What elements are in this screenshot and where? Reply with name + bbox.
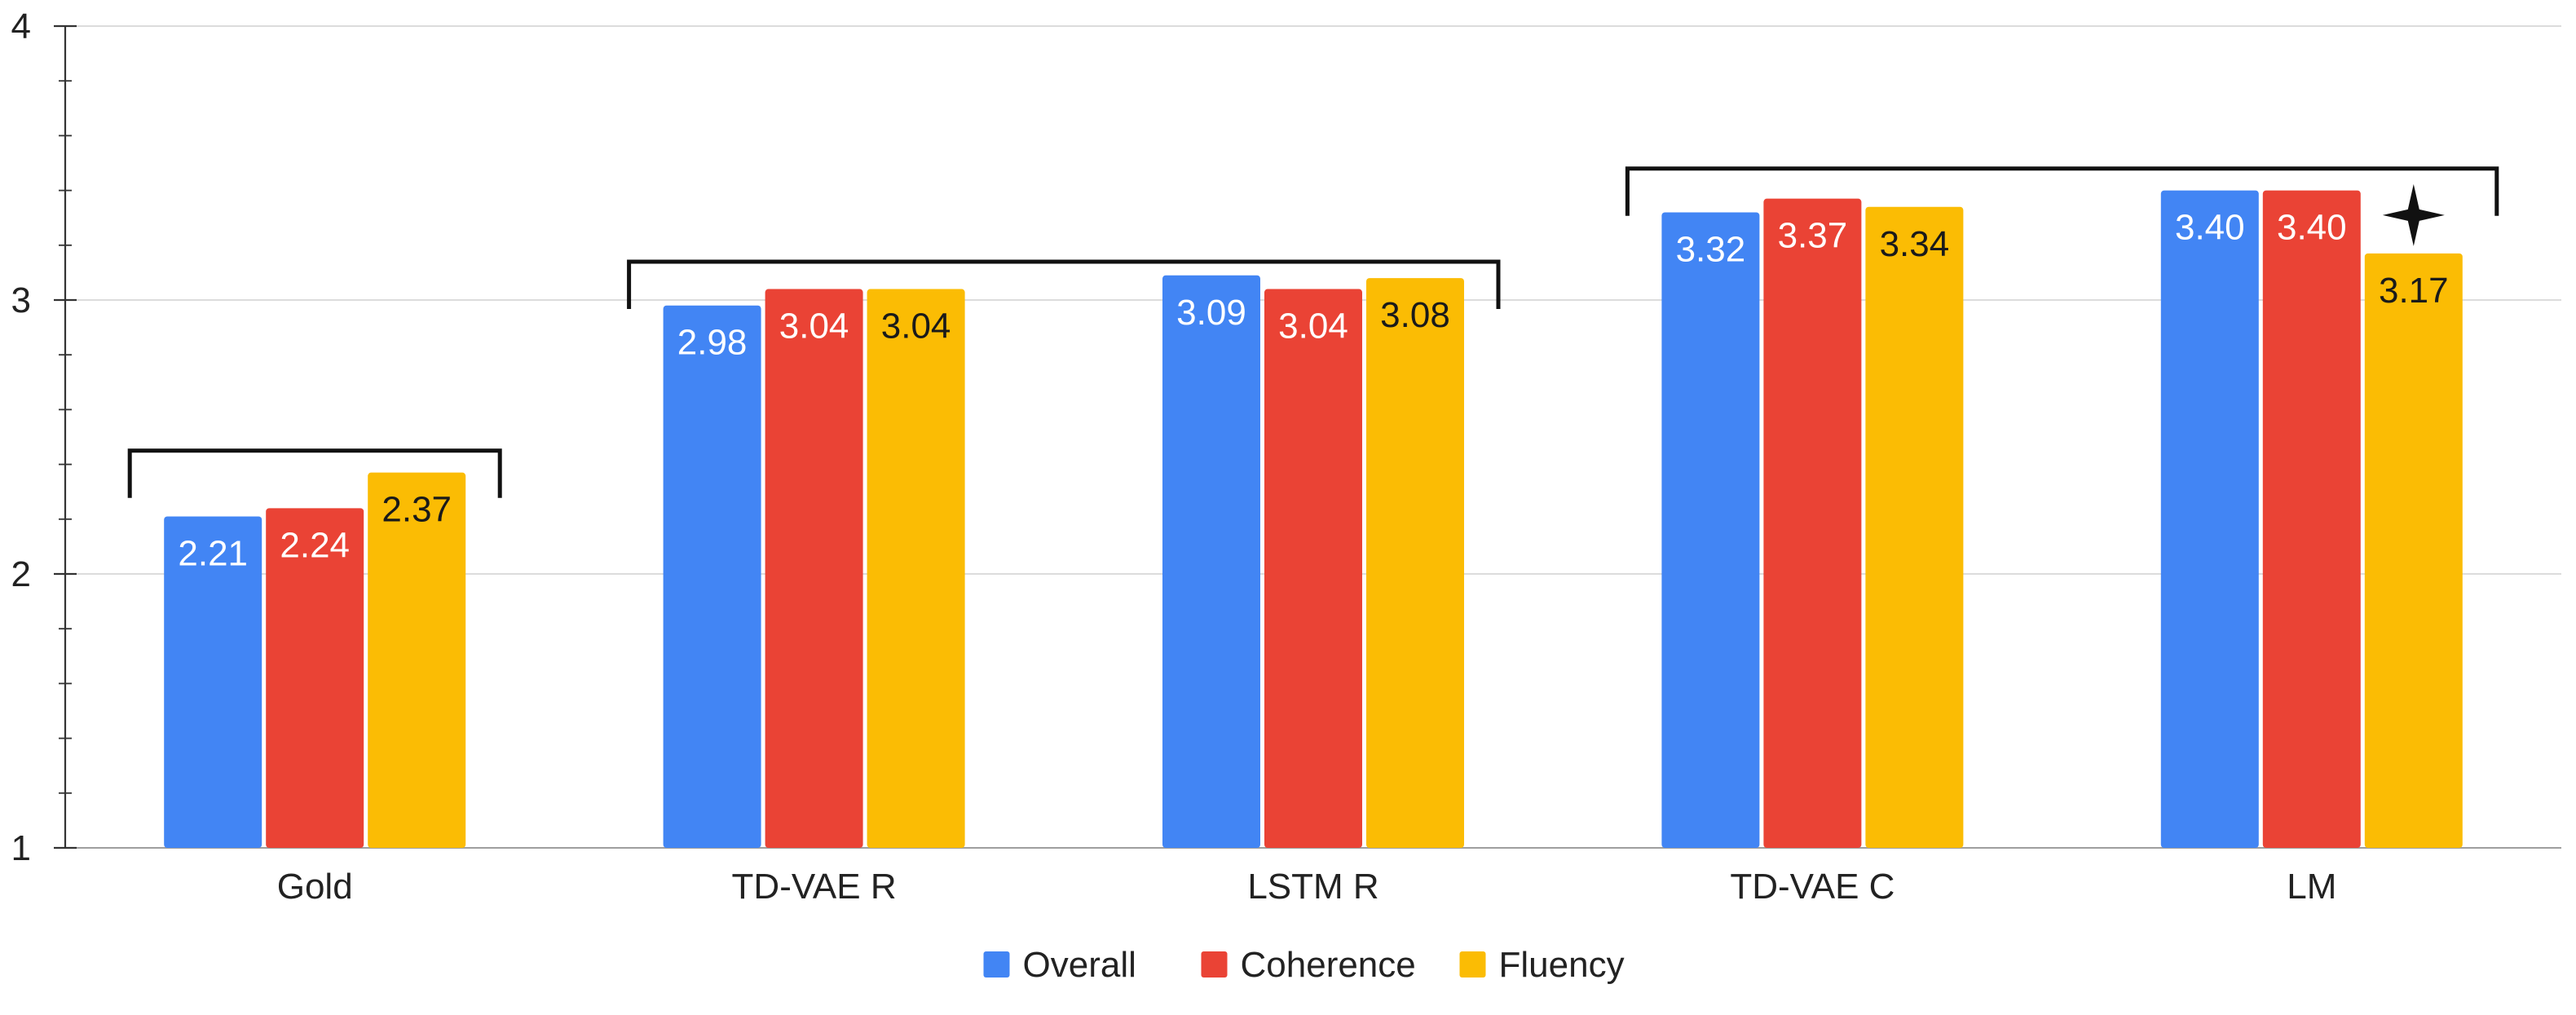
x-tick-label: LSTM R	[1247, 867, 1378, 907]
data-label: 3.08	[1380, 295, 1450, 335]
legend-label: Coherence	[1241, 945, 1416, 985]
x-tick-label: LM	[2287, 867, 2336, 907]
star-icon	[2382, 183, 2445, 246]
significance-bracket	[1625, 166, 2499, 216]
bar-fluency	[368, 472, 466, 848]
data-label: 3.04	[1278, 307, 1348, 346]
bar-coherence	[2262, 190, 2361, 849]
bar-overall	[1162, 275, 1260, 848]
significance-bracket	[127, 448, 502, 498]
significance-annotations	[127, 166, 2499, 498]
y-tick-label: 1	[11, 828, 31, 868]
bars	[164, 190, 2463, 849]
data-label: 2.37	[382, 490, 452, 530]
bar-fluency	[867, 289, 965, 848]
bar-fluency	[2364, 253, 2463, 848]
bar-fluency	[1865, 206, 1964, 848]
data-label: 2.24	[280, 525, 350, 565]
legend-swatch	[1201, 951, 1228, 977]
x-axis-labels: Gold TD-VAE R LSTM R TD-VAE C LM	[277, 867, 2337, 907]
data-label: 3.17	[2379, 271, 2449, 311]
bar-overall	[663, 305, 761, 849]
bar-fluency	[1366, 278, 1464, 848]
legend-label: Fluency	[1499, 945, 1625, 985]
data-labels: 2.21 2.24 2.37 2.98 3.04 3.04 3.09 3.04 3.08 3.32…	[178, 208, 2448, 574]
data-label: 2.21	[178, 533, 248, 573]
legend: Overall Coherence Fluency	[983, 945, 1625, 985]
data-label: 3.09	[1176, 293, 1246, 333]
y-tick-label: 2	[11, 554, 31, 594]
data-label: 3.04	[881, 307, 951, 346]
bar-overall	[1661, 212, 1760, 849]
y-tick-label: 3	[11, 280, 31, 320]
legend-label: Overall	[1023, 945, 1136, 985]
bar-coherence	[266, 508, 364, 848]
data-label: 3.40	[2277, 208, 2347, 248]
bar-overall	[2160, 190, 2259, 849]
legend-swatch	[1459, 951, 1486, 977]
bar-overall	[164, 516, 262, 848]
x-tick-label: Gold	[277, 867, 353, 907]
y-axis: 1 2 3 4	[11, 7, 77, 868]
data-label: 3.37	[1778, 216, 1848, 256]
data-label: 2.98	[677, 323, 748, 363]
data-label: 3.04	[779, 307, 849, 346]
data-label: 3.34	[1880, 224, 1950, 264]
bar-coherence	[765, 289, 863, 848]
y-tick-label: 4	[11, 7, 31, 46]
data-label: 3.40	[2175, 208, 2245, 248]
bar-coherence	[1763, 198, 1862, 848]
x-tick-label: TD-VAE R	[732, 867, 897, 907]
significance-bracket	[627, 259, 1501, 309]
data-label: 3.32	[1676, 229, 1746, 269]
legend-swatch	[983, 951, 1010, 977]
bar-coherence	[1264, 289, 1362, 848]
x-tick-label: TD-VAE C	[1730, 867, 1895, 907]
